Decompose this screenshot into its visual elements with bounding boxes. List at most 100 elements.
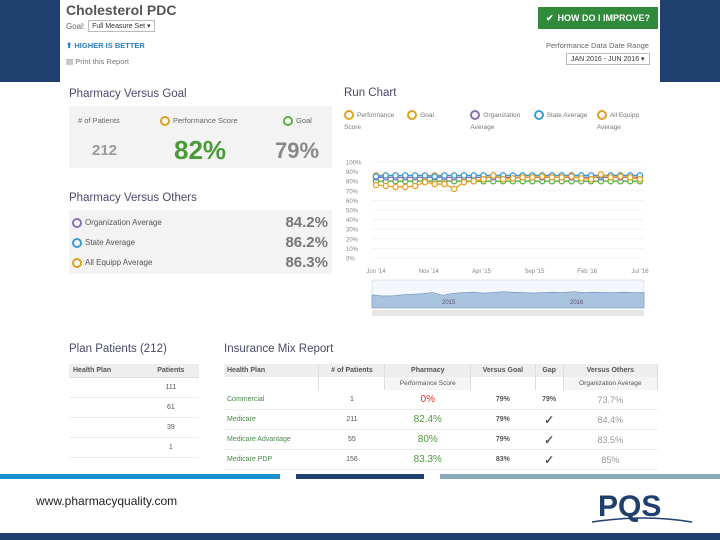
chevron-down-icon: ▾: [641, 56, 645, 63]
navigator-scrollbar[interactable]: [372, 310, 644, 316]
insurance-col-header: Versus Others: [563, 364, 659, 377]
others-value: 84.2%: [285, 214, 328, 231]
x-tick-label: Jul '16: [631, 269, 649, 275]
goal-select[interactable]: Full Measure Set ▾: [88, 20, 155, 32]
others-cell: 84.4%: [563, 409, 658, 430]
y-tick-label: 0%: [346, 257, 355, 263]
how-do-i-improve-button[interactable]: ✔ HOW DO I IMPROVE?: [538, 7, 658, 29]
subheader-spacer: [224, 377, 320, 390]
others-legend-dot: [72, 258, 82, 268]
others-value: 86.2%: [285, 234, 328, 251]
chevron-down-icon: ▾: [147, 23, 151, 30]
pqs-logo: PQS: [591, 490, 693, 523]
legend-dot: [407, 110, 418, 121]
table-row[interactable]: Medicare Advantage 55 80% 79% ✓ 83.5%: [224, 429, 658, 450]
run-chart-legend-item[interactable]: Organization Average: [470, 110, 533, 136]
legend-dot: [596, 110, 607, 121]
data-point: [636, 176, 644, 183]
plan-cell: [69, 417, 143, 438]
navigator-label: 2015: [442, 300, 456, 306]
data-point: [509, 175, 517, 182]
print-link[interactable]: ▤ Print this Report: [66, 57, 129, 66]
data-point: [529, 174, 536, 181]
insurance-mix-title: Insurance Mix Report: [224, 343, 334, 355]
run-chart: 100% 90% 80% 70% 60% 50% 40% 30% 20% 10% 0% Jun '14…: [344, 156, 660, 318]
y-tick-label: 30%: [346, 228, 359, 234]
table-row[interactable]: Commercial 1 0% 79% 79% 73.7%: [224, 390, 658, 410]
x-tick-label: Sep '15: [524, 269, 545, 275]
plan-cell: Medicare: [224, 409, 319, 430]
data-point: [382, 172, 390, 179]
table-row[interactable]: 61: [69, 397, 199, 418]
goal-header-label: Goal: [296, 116, 312, 125]
patients-cell: 1: [318, 390, 385, 410]
insurance-col-header: # of Patients: [318, 364, 386, 377]
goal-value: 79%: [275, 138, 320, 163]
data-point: [578, 175, 585, 182]
insurance-mix-table: Health Plan # of Patients Pharmacy Versus G…: [224, 364, 659, 470]
legend-dot: [470, 110, 481, 121]
goal-label: Goal:: [66, 21, 86, 31]
patients-header: # of Patients: [78, 116, 120, 125]
y-tick-label: 20%: [346, 237, 359, 243]
footer-bar-dark: [296, 474, 424, 479]
table-row[interactable]: 111: [69, 377, 199, 398]
data-point: [587, 176, 595, 183]
data-point: [568, 173, 575, 180]
insurance-col-header: Versus Goal: [470, 364, 536, 377]
patients-cell: 61: [142, 397, 199, 418]
score-cell: 0%: [384, 390, 471, 410]
goal-cell: 79%: [470, 390, 536, 410]
run-chart-title: Run Chart: [344, 87, 397, 99]
run-chart-legend: Performance Score Goal Organization Averag…: [344, 110, 660, 136]
y-tick-label: 60%: [346, 199, 359, 205]
data-point: [460, 178, 468, 186]
data-point: [558, 174, 566, 181]
data-point: [441, 172, 448, 179]
plan-cell: [69, 437, 143, 458]
dashboard-screenshot: Cholesterol PDC Goal: Full Measure Set ▾…: [60, 0, 660, 470]
page-title: Cholesterol PDC: [66, 2, 177, 18]
others-row: Organization Average 84.2%: [72, 214, 330, 236]
table-row[interactable]: 1: [69, 437, 199, 458]
legend-dot: [533, 110, 544, 121]
footer-url[interactable]: www.pharmacyquality.com: [36, 494, 178, 508]
gap-cell: 79%: [535, 390, 564, 410]
checkmark-icon: ✔: [545, 12, 554, 23]
table-row[interactable]: Medicare PDP 156 83.3% 83% ✓ 85%: [224, 449, 658, 470]
run-chart-legend-item[interactable]: Goal: [407, 110, 470, 136]
gap-cell: ✓: [535, 449, 564, 470]
score-cell: 80%: [384, 429, 471, 450]
patients-col-header: Patients: [142, 364, 199, 378]
others-cell: 83.5%: [563, 429, 658, 450]
others-label: State Average: [85, 238, 136, 248]
plan-cell: Commercial: [224, 390, 319, 410]
subheader-spacer: [318, 377, 386, 390]
footer-bar-blue: [0, 474, 280, 479]
slide-frame-left: [0, 0, 60, 82]
pharmacy-vs-goal-title: Pharmacy Versus Goal: [69, 88, 187, 100]
perf-date-label: Performance Data Date Range: [546, 41, 649, 50]
table-row[interactable]: 39: [69, 417, 199, 438]
data-point: [372, 173, 380, 180]
data-point: [372, 181, 380, 189]
x-tick-label: Nov '14: [419, 269, 440, 275]
series-line: [375, 173, 641, 190]
perf-date-select[interactable]: JAN 2016 - JUN 2016 ▾: [566, 53, 650, 65]
chart-navigator: 2015 2016: [371, 279, 645, 316]
data-point: [499, 176, 507, 183]
others-row: All Equipp Average 86.3%: [72, 254, 330, 276]
print-label: Print this Report: [75, 57, 129, 66]
goal-legend-dot: [283, 116, 293, 127]
data-point: [411, 172, 419, 179]
run-chart-legend-item[interactable]: Performance Score: [344, 110, 407, 136]
plan-patients-table: Health Plan Patients 111 61 39 1: [69, 364, 199, 458]
patients-cell: 211: [318, 409, 385, 430]
run-chart-legend-item[interactable]: All Equipp Average: [596, 110, 660, 136]
run-chart-legend-item[interactable]: State Average: [533, 110, 597, 136]
x-tick-label: Apr '15: [472, 269, 491, 275]
others-cell: 85%: [563, 449, 658, 470]
table-row[interactable]: Medicare 211 82.4% 79% ✓ 84.4%: [224, 409, 658, 430]
insurance-col-header: Pharmacy: [384, 364, 472, 377]
others-label: Organization Average: [85, 218, 162, 228]
